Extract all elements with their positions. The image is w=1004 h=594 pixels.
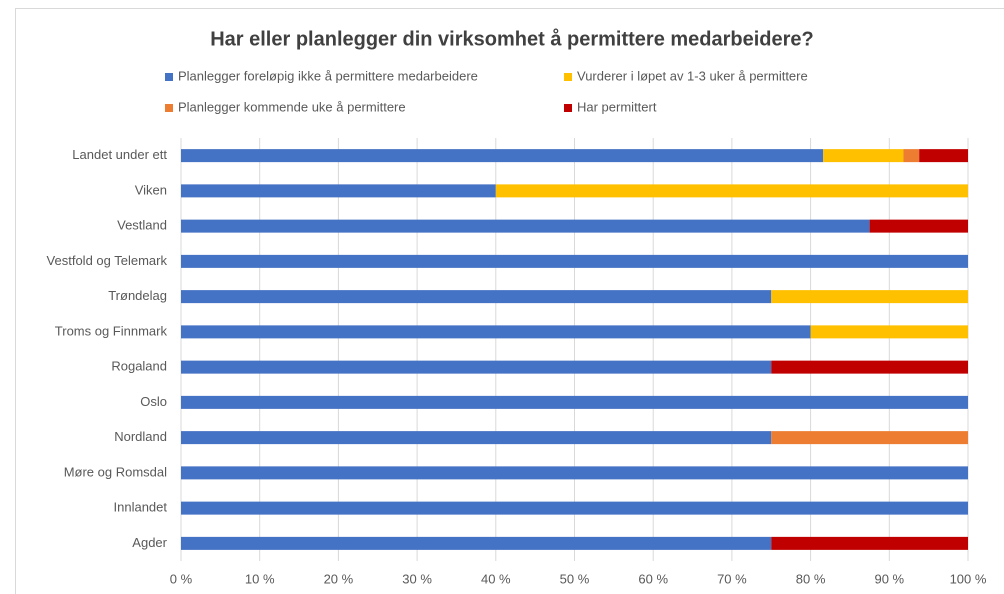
chart-title: Har eller planlegger din virksomhet å pe… <box>210 27 814 50</box>
bar-segment <box>823 149 904 163</box>
bar-segment <box>181 501 968 515</box>
bar-segment <box>771 290 968 304</box>
bar-segment <box>181 184 496 198</box>
bar-segment <box>181 219 870 233</box>
legend-label: Har permittert <box>577 99 657 114</box>
y-tick-label: Rogaland <box>111 359 167 374</box>
bar-segment <box>181 290 772 304</box>
bar-segment <box>181 395 968 409</box>
y-tick-label: Agder <box>132 535 167 550</box>
bar-segment <box>771 536 968 550</box>
bar-segment <box>181 360 772 374</box>
bar-segment <box>903 149 920 163</box>
bar-segment <box>181 325 811 339</box>
y-tick-label: Nordland <box>114 429 167 444</box>
legend-swatch <box>165 104 173 112</box>
bar-segment <box>181 466 968 480</box>
bar-segment <box>181 254 968 268</box>
legend-swatch <box>564 104 572 112</box>
bar-segment <box>495 184 968 198</box>
legend-swatch <box>564 73 572 81</box>
y-tick-label: Viken <box>135 182 167 197</box>
x-tick-label: 100 % <box>950 571 987 586</box>
bar-segment <box>771 431 968 445</box>
y-tick-label: Vestland <box>117 218 167 233</box>
bar-segment <box>181 536 772 550</box>
x-tick-label: 50 % <box>560 571 590 586</box>
legend-swatch <box>165 73 173 81</box>
y-tick-label: Troms og Finnmark <box>55 323 168 338</box>
y-tick-label: Møre og Romsdal <box>64 464 167 479</box>
y-tick-label: Vestfold og Telemark <box>47 253 168 268</box>
x-tick-label: 60 % <box>638 571 668 586</box>
legend-label: Vurderer i løpet av 1-3 uker å permitter… <box>577 68 808 83</box>
legend-label: Planlegger foreløpig ikke å permittere m… <box>178 68 478 83</box>
bar-segment <box>181 149 824 163</box>
y-tick-label: Landet under ett <box>72 147 167 162</box>
y-tick-label: Oslo <box>140 394 167 409</box>
x-tick-label: 20 % <box>324 571 354 586</box>
x-tick-label: 90 % <box>874 571 904 586</box>
bar-segment <box>181 431 772 445</box>
x-tick-label: 40 % <box>481 571 511 586</box>
x-tick-label: 70 % <box>717 571 747 586</box>
x-tick-label: 80 % <box>796 571 826 586</box>
bar-segment <box>919 149 968 163</box>
bar-segment <box>810 325 968 339</box>
bar-segment <box>869 219 968 233</box>
legend-label: Planlegger kommende uke å permittere <box>178 99 406 114</box>
x-tick-label: 10 % <box>245 571 275 586</box>
bar-segment <box>771 360 968 374</box>
y-tick-label: Innlandet <box>114 500 168 515</box>
x-tick-label: 0 % <box>170 571 193 586</box>
x-tick-label: 30 % <box>402 571 432 586</box>
y-tick-label: Trøndelag <box>108 288 167 303</box>
